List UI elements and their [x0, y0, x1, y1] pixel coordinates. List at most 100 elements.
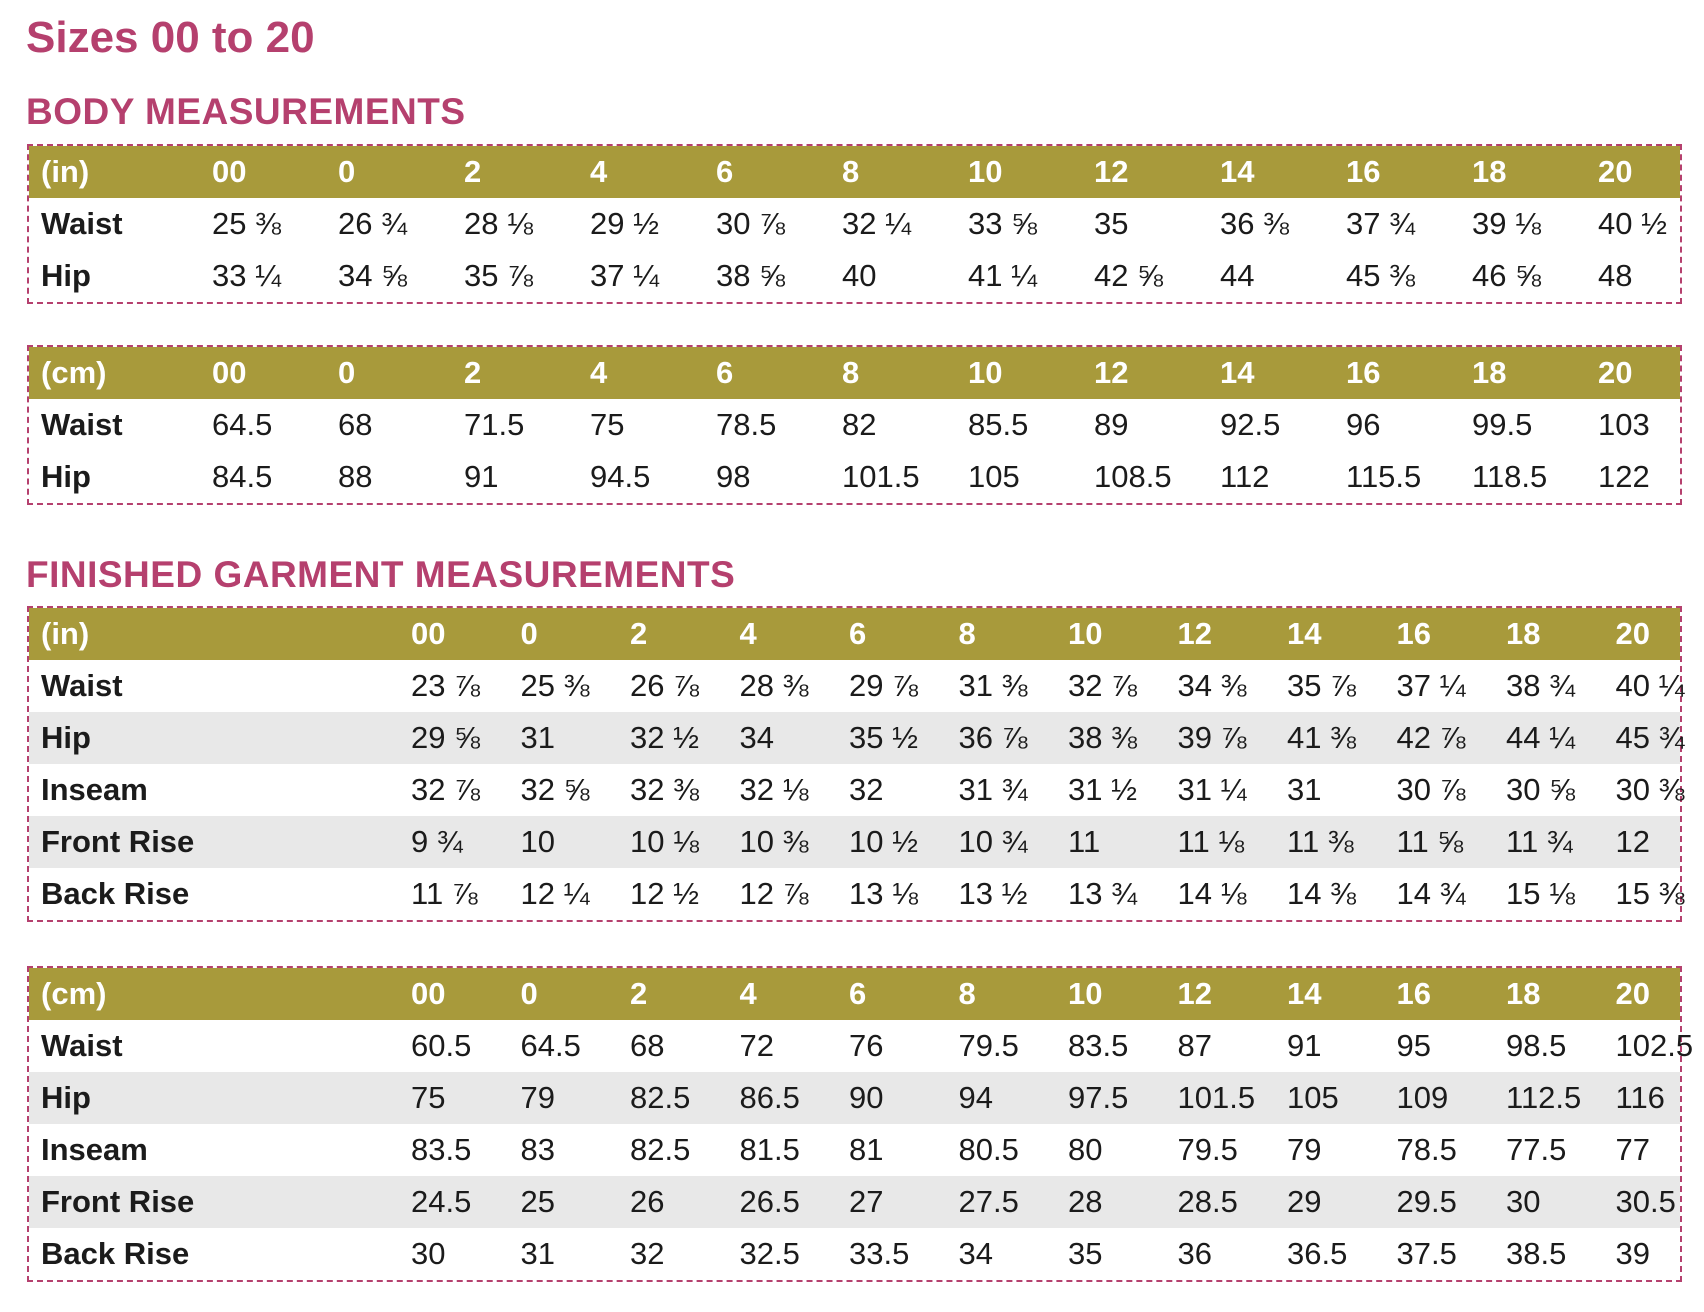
measurement-cell: 39: [1615, 1236, 1650, 1271]
measurement-cell: 12 ½: [630, 876, 699, 911]
measurement-cell: 38 ¾: [1506, 668, 1575, 703]
measurement-cell: 32 ⅝: [520, 772, 590, 807]
measurement-cell: 29 ⅞: [849, 668, 918, 703]
measurement-cell: 64.5: [212, 407, 273, 442]
measurement-cell: 24.5: [411, 1184, 472, 1219]
measurement-cell: 82.5: [630, 1080, 691, 1115]
table-row: Inseam 83.5 83 82.5 81.5 81 80.5 80 79.5 79 78.5 77…: [29, 1124, 1680, 1176]
measurement-cell: 15 ⅛: [1506, 876, 1575, 911]
measurement-cell: 94.5: [590, 459, 651, 494]
unit-label: (cm): [41, 355, 107, 390]
measurement-cell: 28 ⅛: [464, 206, 533, 241]
measurement-cell: 37 ¼: [1396, 668, 1466, 703]
measurement-cell: 25: [520, 1184, 555, 1219]
size-header-cell: 8: [958, 976, 976, 1011]
measurement-cell: 31 ½: [1068, 772, 1137, 807]
measurement-cell: 12: [1615, 824, 1650, 859]
row-label: Hip: [41, 459, 91, 494]
table-row: Front Rise 24.5 25 26 26.5 27 27.5 28 28.5 29 29.5…: [29, 1176, 1680, 1228]
measurement-cell: 32 ⅜: [630, 772, 699, 807]
row-label: Front Rise: [41, 824, 195, 859]
size-header-cell: 14: [1220, 154, 1255, 189]
measurement-cell: 30 ⅞: [1396, 772, 1466, 807]
body-cm-table: (cm) 00 0 2 4 6 8 10 12 14 16 18 20 Waist 64.5 68 71.5 75…: [27, 345, 1682, 505]
unit-label: (cm): [41, 976, 107, 1011]
measurement-cell: 76: [849, 1028, 884, 1063]
measurement-cell: 116: [1615, 1080, 1665, 1115]
measurement-cell: 78.5: [716, 407, 777, 442]
measurement-cell: 27: [849, 1184, 884, 1219]
size-header-cell: 2: [464, 355, 482, 390]
measurement-cell: 60.5: [411, 1028, 472, 1063]
measurement-cell: 97.5: [1068, 1080, 1129, 1115]
size-header-cell: 6: [716, 355, 734, 390]
measurement-cell: 122: [1598, 459, 1650, 494]
size-header-cell: 16: [1346, 355, 1381, 390]
size-header-cell: 8: [842, 154, 860, 189]
measurement-cell: 68: [630, 1028, 665, 1063]
measurement-cell: 109: [1396, 1080, 1449, 1115]
measurement-cell: 31: [1287, 772, 1322, 807]
measurement-cell: 82.5: [630, 1132, 691, 1167]
measurement-cell: 14 ¾: [1396, 876, 1466, 911]
table-header-row: (cm) 00 0 2 4 6 8 10 12 14 16 18 20: [29, 968, 1680, 1020]
measurement-cell: 46 ⅝: [1472, 258, 1541, 293]
size-header-cell: 00: [212, 355, 247, 390]
row-label: Back Rise: [41, 1236, 190, 1271]
size-header-cell: 14: [1287, 616, 1322, 651]
measurement-cell: 112.5: [1506, 1080, 1582, 1115]
measurement-cell: 34 ⅜: [1177, 668, 1247, 703]
measurement-cell: 29: [1287, 1184, 1322, 1219]
measurement-cell: 42 ⅞: [1396, 720, 1466, 755]
size-header-cell: 20: [1598, 355, 1633, 390]
row-label: Front Rise: [41, 1184, 195, 1219]
row-label: Waist: [41, 206, 123, 241]
row-label: Hip: [41, 720, 91, 755]
table-header-row: (in) 00 0 2 4 6 8 10 12 14 16 18 20: [29, 608, 1680, 660]
size-header-cell: 14: [1287, 976, 1322, 1011]
size-header-cell: 0: [338, 154, 356, 189]
measurement-cell: 31: [520, 1236, 555, 1271]
measurement-cell: 34 ⅝: [338, 258, 407, 293]
measurement-cell: 26 ¾: [338, 206, 407, 241]
measurement-cell: 14 ⅜: [1287, 876, 1356, 911]
size-header-cell: 2: [630, 976, 648, 1011]
size-header-cell: 6: [849, 976, 867, 1011]
measurement-cell: 40: [842, 258, 877, 293]
measurement-cell: 84.5: [212, 459, 273, 494]
size-header-cell: 00: [411, 616, 446, 651]
size-header-cell: 18: [1472, 355, 1507, 390]
measurement-cell: 30.5: [1615, 1184, 1676, 1219]
measurement-cell: 13 ⅛: [849, 876, 918, 911]
measurement-cell: 80: [1068, 1132, 1103, 1167]
measurement-cell: 115.5: [1346, 459, 1422, 494]
size-header-cell: 6: [716, 154, 734, 189]
measurement-cell: 30: [411, 1236, 446, 1271]
size-header-cell: 8: [842, 355, 860, 390]
measurement-cell: 14 ⅛: [1177, 876, 1247, 911]
size-header-cell: 12: [1177, 976, 1212, 1011]
size-header-cell: 16: [1396, 976, 1431, 1011]
measurement-cell: 101.5: [1177, 1080, 1256, 1115]
measurement-cell: 103: [1598, 407, 1650, 442]
measurement-cell: 35: [1094, 206, 1129, 241]
measurement-cell: 79.5: [1177, 1132, 1238, 1167]
size-header-cell: 00: [411, 976, 446, 1011]
measurement-cell: 79.5: [958, 1028, 1019, 1063]
body-measurements-heading: BODY MEASUREMENTS: [26, 91, 466, 132]
size-header-cell: 20: [1615, 616, 1650, 651]
size-header-cell: 16: [1346, 154, 1381, 189]
measurement-cell: 94: [958, 1080, 993, 1115]
measurement-cell: 83: [520, 1132, 555, 1167]
size-header-cell: 4: [739, 976, 757, 1011]
measurement-cell: 64.5: [520, 1028, 581, 1063]
measurement-cell: 75: [411, 1080, 446, 1115]
measurement-cell: 77: [1615, 1132, 1650, 1167]
row-label: Hip: [41, 258, 91, 293]
measurement-cell: 26.5: [739, 1184, 800, 1219]
table-row: Hip 84.5 88 91 94.5 98 101.5 105 108.5 112 115.5 11…: [29, 451, 1680, 503]
measurement-cell: 30 ⅝: [1506, 772, 1575, 807]
measurement-cell: 35 ⅞: [1287, 668, 1356, 703]
table-row: Waist 64.5 68 71.5 75 78.5 82 85.5 89 92.5 96 99.5 1…: [29, 399, 1680, 451]
table-row: Waist 23 ⅞ 25 ⅜ 26 ⅞ 28 ⅜ 29 ⅞ 31 ⅜ 32 ⅞ 34 ⅜ 35 …: [29, 660, 1684, 712]
